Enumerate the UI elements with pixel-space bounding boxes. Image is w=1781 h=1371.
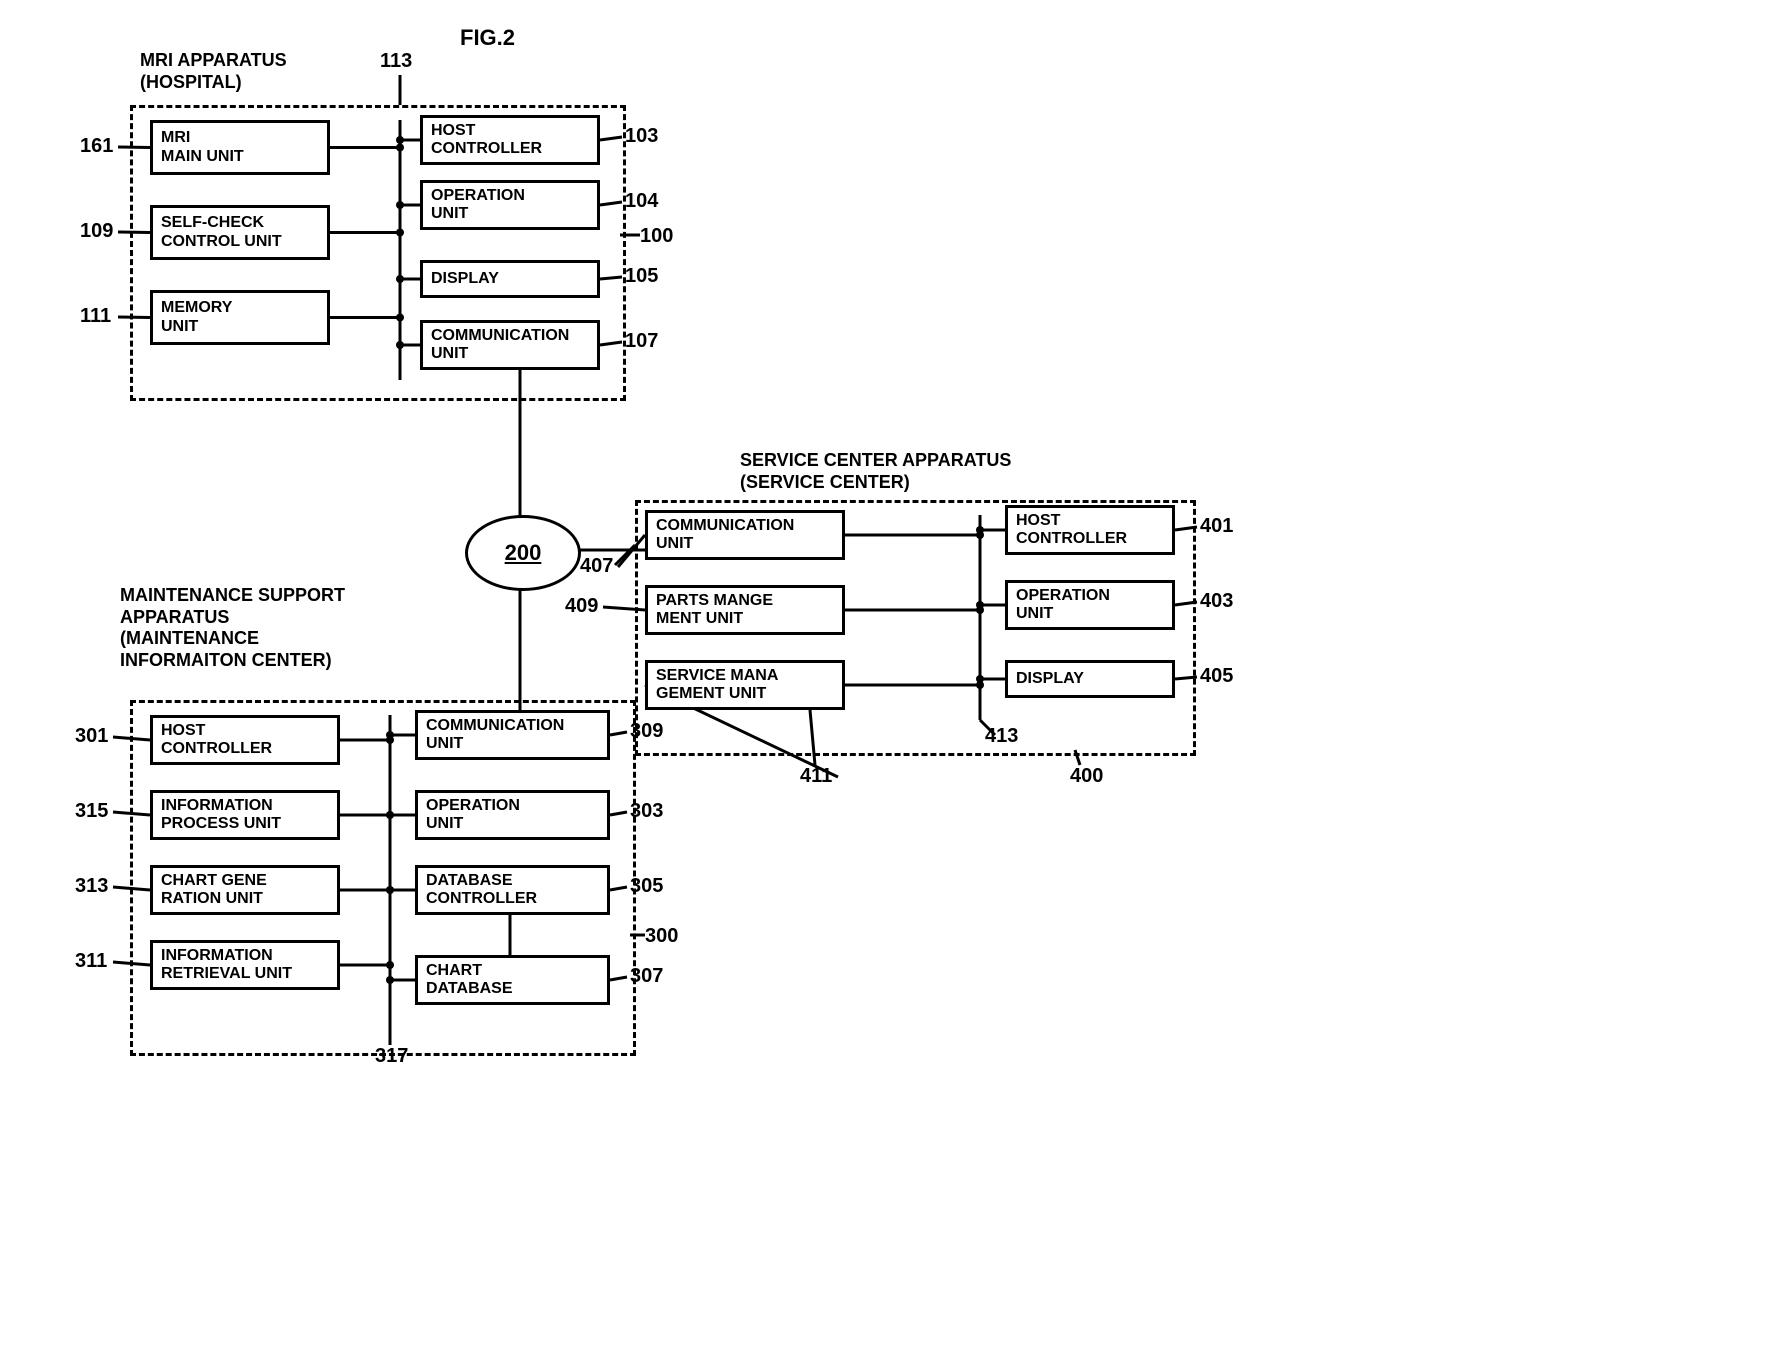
group-title-100: MRI APPARATUS (HOSPITAL) [140, 50, 287, 93]
block-315: INFORMATION PROCESS UNIT [150, 790, 340, 840]
block-309: COMMUNICATION UNIT [415, 710, 610, 760]
bus-ref-400: 413 [985, 725, 1018, 748]
block-104: OPERATION UNIT [420, 180, 600, 230]
block-109: SELF-CHECK CONTROL UNIT [150, 205, 330, 260]
block-ref-301: 301 [75, 725, 108, 748]
block-ref-305: 305 [630, 875, 663, 898]
block-107: COMMUNICATION UNIT [420, 320, 600, 370]
block-ref-409: 409 [565, 595, 598, 618]
block-ref-405: 405 [1200, 665, 1233, 688]
block-ref-411: 411 [800, 765, 832, 788]
block-ref-401: 401 [1200, 515, 1233, 538]
block-407: COMMUNICATION UNIT [645, 510, 845, 560]
block-307: CHART DATABASE [415, 955, 610, 1005]
block-ref-311: 311 [75, 950, 107, 973]
network-node: 200 [465, 515, 581, 591]
block-ref-407: 407 [580, 555, 613, 578]
group-ref-400: 400 [1070, 765, 1103, 788]
block-105: DISPLAY [420, 260, 600, 298]
block-ref-315: 315 [75, 800, 108, 823]
block-409: PARTS MANGE MENT UNIT [645, 585, 845, 635]
block-401: HOST CONTROLLER [1005, 505, 1175, 555]
block-305: DATABASE CONTROLLER [415, 865, 610, 915]
block-ref-307: 307 [630, 965, 663, 988]
block-313: CHART GENE RATION UNIT [150, 865, 340, 915]
block-ref-161: 161 [80, 135, 113, 158]
block-ref-103: 103 [625, 125, 658, 148]
block-403: OPERATION UNIT [1005, 580, 1175, 630]
block-ref-107: 107 [625, 330, 658, 353]
block-ref-313: 313 [75, 875, 108, 898]
block-303: OPERATION UNIT [415, 790, 610, 840]
block-ref-109: 109 [80, 220, 113, 243]
bus-ref-300: 317 [375, 1045, 408, 1068]
block-ref-104: 104 [625, 190, 658, 213]
diagram-canvas: FIG.2 200 MRI APPARATUS (HOSPITAL) 100 113 M… [20, 20, 1260, 1100]
bus-ref-100: 113 [380, 50, 412, 73]
group-title-400: SERVICE CENTER APPARATUS (SERVICE CENTER… [740, 450, 1011, 493]
block-ref-309: 309 [630, 720, 663, 743]
block-111: MEMORY UNIT [150, 290, 330, 345]
block-405: DISPLAY [1005, 660, 1175, 698]
figure-title: FIG.2 [460, 25, 515, 51]
group-title-300: MAINTENANCE SUPPORT APPARATUS (MAINTENAN… [120, 585, 345, 671]
block-411: SERVICE MANA GEMENT UNIT [645, 660, 845, 710]
block-103: HOST CONTROLLER [420, 115, 600, 165]
block-ref-111: 111 [80, 305, 111, 328]
group-ref-100: 100 [640, 225, 673, 248]
block-161: MRI MAIN UNIT [150, 120, 330, 175]
block-ref-105: 105 [625, 265, 658, 288]
group-ref-300: 300 [645, 925, 678, 948]
block-ref-403: 403 [1200, 590, 1233, 613]
block-311: INFORMATION RETRIEVAL UNIT [150, 940, 340, 990]
block-ref-303: 303 [630, 800, 663, 823]
block-301: HOST CONTROLLER [150, 715, 340, 765]
